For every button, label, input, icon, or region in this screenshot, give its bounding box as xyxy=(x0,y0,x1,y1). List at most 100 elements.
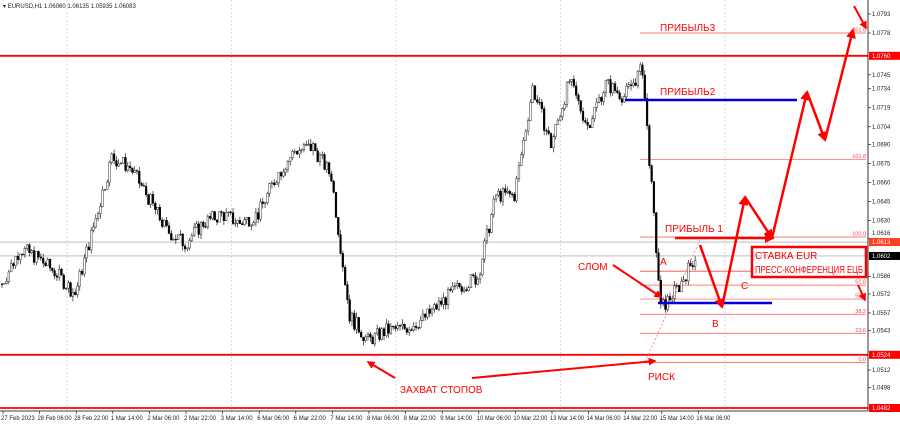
candle-body xyxy=(298,150,301,155)
price-label-bg xyxy=(869,251,900,260)
candle-body xyxy=(186,247,189,250)
candle-body xyxy=(430,308,434,314)
candle-body xyxy=(483,240,486,260)
price-label-bg xyxy=(869,51,900,60)
price-tick-label: 1.0734 xyxy=(872,87,891,93)
candle-body xyxy=(458,282,461,288)
candle-body xyxy=(257,212,260,220)
risk-label: РИСК xyxy=(648,372,675,383)
candle-body xyxy=(245,217,248,220)
candle-body xyxy=(218,211,221,223)
candle-body xyxy=(206,216,209,228)
candle-body xyxy=(60,268,63,276)
candle-body xyxy=(12,263,15,266)
candle-body xyxy=(522,140,525,155)
time-tick-label: 10 Mar 22:00 xyxy=(513,416,548,422)
time-axis[interactable]: 27 Feb 2023 28 Feb 06:00 28 Feb 22:00 1 Mar… xyxy=(1,411,731,422)
forecast-arrow-up-3[interactable] xyxy=(823,28,856,141)
candle-body xyxy=(389,325,392,334)
event-box[interactable] xyxy=(750,245,868,279)
candle-body xyxy=(673,285,676,299)
candle-body xyxy=(380,328,383,340)
candle-body xyxy=(655,212,658,253)
candle-body xyxy=(499,190,502,202)
forecast-arrow-down[interactable] xyxy=(698,244,725,309)
fib-level-label: 161.8 xyxy=(852,154,866,160)
stop-hunt-arrow-left[interactable] xyxy=(366,361,396,379)
candle-body xyxy=(225,212,228,221)
candle-body xyxy=(99,206,102,214)
candle-body xyxy=(87,246,91,251)
stop-hunt-arrow-right[interactable] xyxy=(471,357,657,379)
candle-body xyxy=(396,325,399,329)
candle-body xyxy=(19,253,22,260)
candle-body xyxy=(119,162,123,165)
price-tick-label: 1.0745 xyxy=(872,73,891,79)
candle-body xyxy=(511,193,514,195)
forecast-arrow-up[interactable] xyxy=(720,195,749,308)
fib50-arrow[interactable] xyxy=(857,284,866,302)
top-right-arrow[interactable] xyxy=(853,5,867,30)
candle-body xyxy=(533,85,537,100)
candle-body xyxy=(339,234,342,254)
candle-body xyxy=(188,240,191,249)
candle-body xyxy=(373,332,376,345)
candle-body xyxy=(247,217,251,227)
candle-body xyxy=(591,118,594,128)
candle-body xyxy=(39,256,42,259)
price-tick-label: 1.0512 xyxy=(872,368,891,374)
candle-body xyxy=(305,144,308,146)
candle-body xyxy=(472,274,475,276)
candle-body xyxy=(172,238,175,241)
candle-body xyxy=(643,74,646,99)
candle-body xyxy=(659,280,662,305)
price-label-bg xyxy=(869,238,900,247)
time-tick-label: 14 Mar 06:00 xyxy=(587,416,622,422)
collapse-triangle-icon[interactable]: ▾ xyxy=(3,4,8,10)
price-axis[interactable]: 1.0793 1.0778 1.0745 1.0734 1.0719 1.0704 1.06… xyxy=(868,12,900,412)
candle-body xyxy=(222,212,225,221)
candle-body xyxy=(76,285,79,295)
candle-body xyxy=(330,173,333,182)
candle-body xyxy=(321,154,324,156)
candle-body xyxy=(485,228,489,242)
candle-body xyxy=(213,211,216,221)
candle-body xyxy=(37,251,40,258)
candle-body xyxy=(273,182,276,185)
forecast-arrow-up-2[interactable] xyxy=(770,90,810,239)
candle-body xyxy=(204,226,207,228)
candle-body xyxy=(417,327,420,329)
candle-body xyxy=(360,332,363,338)
fib-level-label: 61.8 xyxy=(855,280,866,286)
candle-body xyxy=(593,107,596,120)
forecast-arrow-pullback[interactable] xyxy=(743,196,774,240)
price-label: 1.0613 xyxy=(872,240,891,246)
candle-body xyxy=(167,225,171,234)
candle-body xyxy=(348,299,351,322)
candle-body xyxy=(71,292,75,297)
forecast-arrow-pullback-2[interactable] xyxy=(805,91,827,142)
candle-body xyxy=(440,300,443,305)
break-arrow[interactable] xyxy=(612,264,663,298)
candle-body xyxy=(275,182,278,185)
candle-body xyxy=(231,212,235,224)
candle-body xyxy=(579,100,582,112)
candle-body xyxy=(94,218,97,228)
candle-body xyxy=(488,228,491,233)
candle-body xyxy=(540,102,543,109)
candle-body xyxy=(607,79,610,81)
candle-body xyxy=(190,235,193,241)
candle-body xyxy=(112,153,116,161)
candle-body xyxy=(193,227,196,237)
candle-body xyxy=(46,258,49,266)
candle-body xyxy=(424,313,427,318)
candle-body xyxy=(563,103,566,109)
fib-level-label: 23.6 xyxy=(855,328,866,334)
candle-body xyxy=(337,217,340,235)
candle-body xyxy=(161,219,164,227)
grid xyxy=(66,0,726,411)
annotations: ПРИБЫЛЬ3 ПРИБЫЛЬ2 ПРИБЫЛЬ 1 СЛОМ A C B Р… xyxy=(366,5,868,396)
candle-body xyxy=(604,79,607,93)
candle-body xyxy=(170,233,173,241)
